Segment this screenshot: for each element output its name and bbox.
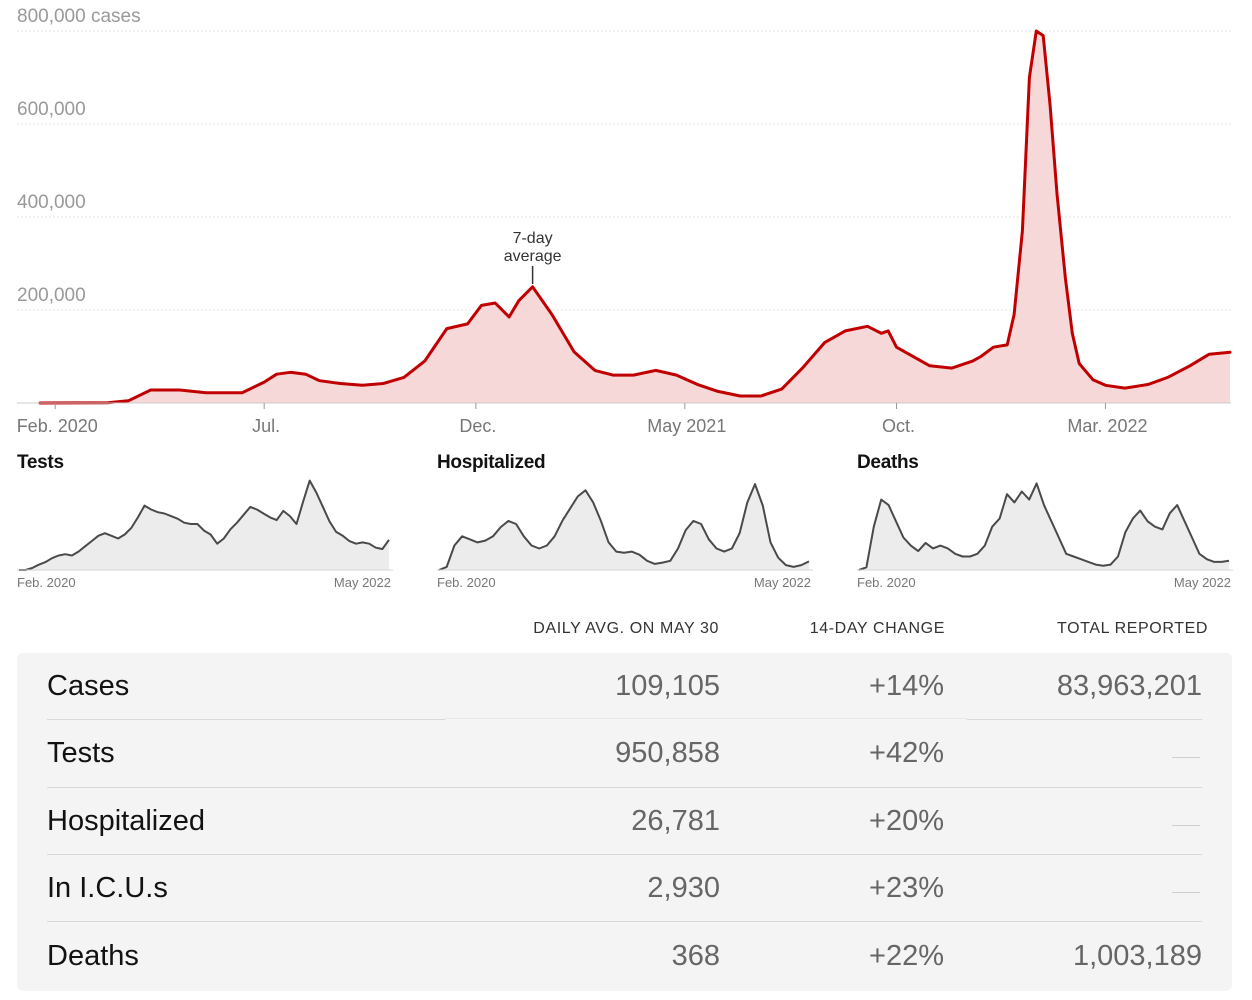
mini-area-fill bbox=[439, 484, 809, 570]
mini-trend-line bbox=[19, 479, 390, 571]
table-row-hospitalized: Hospitalized 26,781 +20% bbox=[47, 789, 1202, 856]
column-header-total-reported: TOTAL REPORTED bbox=[1057, 620, 1208, 637]
mini-area-fill bbox=[859, 483, 1229, 570]
row-divider bbox=[47, 719, 445, 720]
y-tick-label: 200,000 bbox=[17, 285, 86, 306]
main-cases-chart: 800,000 cases 600,000 400,000 200,000 Feb. … bbox=[17, 6, 1232, 436]
stats-table: Cases 109,105 +14% 83,963,201 Tests 950,… bbox=[17, 653, 1232, 991]
row-divider bbox=[47, 854, 1202, 855]
mini-area-fill bbox=[19, 480, 389, 570]
daily-avg-value: 109,105 bbox=[615, 670, 720, 702]
row-label: Hospitalized bbox=[47, 805, 205, 837]
daily-avg-value: 950,858 bbox=[615, 737, 720, 769]
no-total-dash bbox=[1172, 825, 1200, 826]
table-row-icu: In I.C.U.s 2,930 +23% bbox=[47, 856, 1202, 923]
row-divider bbox=[967, 719, 1202, 720]
tests-mini-chart-title: Tests bbox=[17, 452, 64, 473]
mini-start-label: Feb. 2020 bbox=[857, 575, 916, 590]
row-label: Cases bbox=[47, 670, 130, 702]
mini-trend-line bbox=[858, 482, 1230, 571]
x-tick-label: Feb. 2020 bbox=[17, 416, 98, 436]
row-label: Tests bbox=[47, 737, 115, 769]
mini-end-label: May 2022 bbox=[334, 575, 391, 590]
x-tick-label: Oct. bbox=[882, 416, 915, 436]
deaths-mini-chart-title: Deaths bbox=[857, 452, 919, 473]
y-tick-label: 800,000 cases bbox=[17, 6, 141, 27]
column-header-14-day-change: 14-DAY CHANGE bbox=[809, 620, 945, 637]
x-tick-label: May 2021 bbox=[647, 416, 726, 436]
table-row-tests: Tests 950,858 +42% bbox=[47, 721, 1202, 788]
total-value: 83,963,201 bbox=[1056, 670, 1202, 702]
mini-end-label: May 2022 bbox=[1174, 575, 1231, 590]
annotation-label: 7-day bbox=[513, 230, 553, 247]
hospitalized-mini-chart-title: Hospitalized bbox=[437, 452, 546, 473]
table-row-deaths: Deaths 368 +22% 1,003,189 bbox=[47, 924, 1202, 991]
row-divider bbox=[445, 718, 967, 719]
row-divider bbox=[47, 787, 1202, 788]
y-tick-label: 400,000 bbox=[17, 192, 86, 213]
x-tick-label: Dec. bbox=[459, 416, 496, 436]
annotation-label: average bbox=[504, 248, 562, 265]
x-tick-label: Jul. bbox=[252, 416, 280, 436]
tests-mini-chart: Feb. 2020 May 2022 bbox=[17, 479, 393, 590]
total-value: 1,003,189 bbox=[1072, 940, 1202, 972]
daily-avg-value: 2,930 bbox=[647, 872, 720, 904]
no-total-dash bbox=[1172, 892, 1200, 893]
change-value: +42% bbox=[869, 737, 944, 769]
mini-start-label: Feb. 2020 bbox=[17, 575, 76, 590]
change-value: +23% bbox=[869, 872, 944, 904]
deaths-mini-chart: Feb. 2020 May 2022 bbox=[857, 482, 1233, 590]
y-tick-label: 600,000 bbox=[17, 99, 86, 120]
daily-avg-value: 368 bbox=[671, 940, 720, 972]
row-label: Deaths bbox=[47, 940, 139, 972]
x-tick-label: Mar. 2022 bbox=[1067, 416, 1147, 436]
column-header-daily-avg: DAILY AVG. ON MAY 30 bbox=[533, 620, 719, 637]
no-total-dash bbox=[1172, 757, 1200, 758]
change-value: +22% bbox=[869, 940, 944, 972]
mini-end-label: May 2022 bbox=[754, 575, 811, 590]
row-divider bbox=[47, 921, 1202, 922]
daily-avg-value: 26,781 bbox=[631, 805, 720, 837]
mini-trend-line bbox=[438, 483, 810, 571]
row-label: In I.C.U.s bbox=[47, 872, 168, 904]
hospitalized-mini-chart: Feb. 2020 May 2022 bbox=[437, 483, 813, 590]
change-value: +14% bbox=[869, 670, 944, 702]
mini-start-label: Feb. 2020 bbox=[437, 575, 496, 590]
table-row-cases: Cases 109,105 +14% 83,963,201 bbox=[47, 654, 1202, 721]
cases-7day-average-line bbox=[38, 29, 1232, 405]
change-value: +20% bbox=[869, 805, 944, 837]
